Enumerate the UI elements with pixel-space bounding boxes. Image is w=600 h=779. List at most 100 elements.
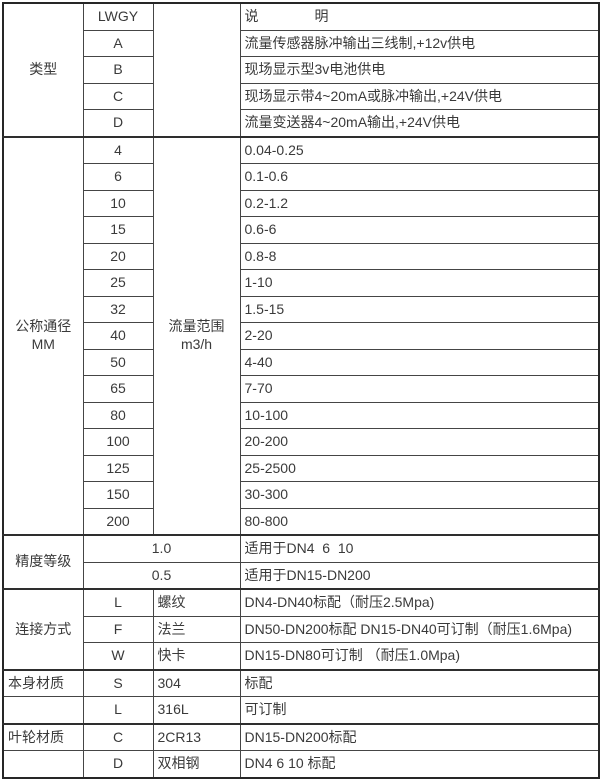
flow-range-value: 4-40 xyxy=(239,348,600,376)
diameter-row: 15 0.6-6 xyxy=(3,216,600,244)
dn-value: 80 xyxy=(82,401,154,429)
body-material-empty-label xyxy=(2,696,84,724)
diameter-row: 125 25-2500 xyxy=(3,454,600,482)
flow-range-value: 10-100 xyxy=(239,401,600,429)
impeller-material-name: 双相钢 xyxy=(152,750,241,778)
impeller-material-row: D 双相钢 DN4 6 10 标配 xyxy=(2,750,600,778)
diameter-row: 10 0.2-1.2 xyxy=(3,189,600,217)
flow-range-value: 0.1-0.6 xyxy=(239,163,600,191)
connection-name: 法兰 xyxy=(152,615,241,643)
flow-range-label: 流量范围 m3/h xyxy=(152,135,241,536)
flow-range-value: 0.6-6 xyxy=(239,216,600,244)
flow-range-line1: 流量范围 xyxy=(168,318,225,335)
flow-range-value: 20-200 xyxy=(239,428,600,456)
accuracy-grade: 0.5 xyxy=(82,561,241,590)
dn-value: 50 xyxy=(82,348,154,376)
diameter-label-line1: 公称通径 xyxy=(15,318,72,335)
body-material-code: L xyxy=(82,696,154,724)
connection-desc: DN4-DN40标配（耐压2.5Mpa) xyxy=(239,588,600,617)
connection-row: F 法兰 DN50-DN200标配 DN15-DN40可订制（耐压1.6Mpa) xyxy=(3,615,600,643)
body-material-code: S xyxy=(82,668,154,697)
type-empty-cell xyxy=(152,2,241,137)
description-header: 说 明 xyxy=(239,2,600,31)
body-material-name: 316L xyxy=(152,696,241,724)
impeller-material-desc: DN4 6 10 标配 xyxy=(239,750,600,778)
dn-value: 6 xyxy=(82,163,154,191)
body-material-desc: 可订制 xyxy=(239,696,600,724)
accuracy-desc: 适用于DN4 6 10 xyxy=(239,534,600,563)
body-material-row: L 316L 可订制 xyxy=(2,696,600,724)
type-code: C xyxy=(82,82,154,110)
dn-value: 32 xyxy=(82,295,154,323)
connection-section-label: 连接方式 xyxy=(2,588,84,670)
dn-value: 125 xyxy=(82,454,154,482)
impeller-material-name: 2CR13 xyxy=(152,722,241,751)
connection-desc: DN15-DN80可订制 （耐压1.0Mpa) xyxy=(239,642,600,670)
diameter-section-label: 公称通径 MM xyxy=(2,135,84,536)
dn-value: 25 xyxy=(82,269,154,297)
impeller-material-row: 叶轮材质 C 2CR13 DN15-DN200标配 xyxy=(2,722,600,751)
flow-range-value: 0.2-1.2 xyxy=(239,189,600,217)
dn-value: 40 xyxy=(82,322,154,350)
flow-range-value: 2-20 xyxy=(239,322,600,350)
flow-range-value: 0.04-0.25 xyxy=(239,135,600,164)
type-code: A xyxy=(82,29,154,57)
flow-range-value: 30-300 xyxy=(239,481,600,509)
type-desc: 流量传感器脉冲输出三线制,+12v供电 xyxy=(239,29,600,57)
type-row-a: A 流量传感器脉冲输出三线制,+12v供电 xyxy=(3,29,600,57)
connection-row: W 快卡 DN15-DN80可订制 （耐压1.0Mpa) xyxy=(3,642,600,670)
flow-range-value: 7-70 xyxy=(239,375,600,403)
dn-value: 4 xyxy=(82,135,154,164)
accuracy-grade: 1.0 xyxy=(82,534,241,563)
dn-value: 200 xyxy=(82,507,154,536)
diameter-row: 40 2-20 xyxy=(3,322,600,350)
impeller-material-code: D xyxy=(82,750,154,778)
impeller-material-empty-label xyxy=(2,750,84,778)
type-row-c: C 现场显示带4~20mA或脉冲输出,+24V供电 xyxy=(3,82,600,110)
diameter-row: 公称通径 MM 4 流量范围 m3/h 0.04-0.25 xyxy=(2,135,600,536)
dn-value: 65 xyxy=(82,375,154,403)
type-row-b: B 现场显示型3v电池供电 xyxy=(3,56,600,84)
connection-name: 螺纹 xyxy=(152,588,241,617)
diameter-row: 25 1-10 xyxy=(3,269,600,297)
diameter-row: 100 20-200 xyxy=(3,428,600,456)
body-material-section-label: 本身材质 xyxy=(2,668,84,697)
flow-range-line2: m3/h xyxy=(180,335,213,352)
body-material-row: 本身材质 S 304 标配 xyxy=(2,668,600,697)
diameter-row: 80 10-100 xyxy=(3,401,600,429)
body-material-desc: 标配 xyxy=(239,668,600,697)
diameter-row: 150 30-300 xyxy=(3,481,600,509)
diameter-row: 200 80-800 xyxy=(3,507,600,536)
type-desc: 流量变送器4~20mA输出,+24V供电 xyxy=(239,109,600,137)
type-section-label: 类型 xyxy=(2,2,84,137)
diameter-row: 32 1.5-15 xyxy=(3,295,600,323)
accuracy-section-label: 精度等级 xyxy=(2,534,84,590)
flow-range-value: 1.5-15 xyxy=(239,295,600,323)
type-row-d: D 流量变送器4~20mA输出,+24V供电 xyxy=(3,109,600,137)
body-material-name: 304 xyxy=(152,668,241,697)
connection-row: 连接方式 L 螺纹 DN4-DN40标配（耐压2.5Mpa) xyxy=(2,588,600,670)
dn-value: 10 xyxy=(82,189,154,217)
connection-code: L xyxy=(82,588,154,617)
flow-range-value: 0.8-8 xyxy=(239,242,600,270)
diameter-row: 50 4-40 xyxy=(3,348,600,376)
diameter-row: 20 0.8-8 xyxy=(3,242,600,270)
type-desc: 现场显示型3v电池供电 xyxy=(239,56,600,84)
diameter-row: 6 0.1-0.6 xyxy=(3,163,600,191)
flow-range-value: 25-2500 xyxy=(239,454,600,482)
impeller-material-desc: DN15-DN200标配 xyxy=(239,722,600,751)
model-code-header: LWGY xyxy=(82,2,154,31)
type-header-row: 类型 LWGY 说 明 xyxy=(2,2,600,137)
dn-value: 100 xyxy=(82,428,154,456)
type-code: B xyxy=(82,56,154,84)
type-code: D xyxy=(82,109,154,137)
dn-value: 20 xyxy=(82,242,154,270)
accuracy-row: 精度等级 1.0 适用于DN4 6 10 xyxy=(2,534,600,590)
dn-value: 150 xyxy=(82,481,154,509)
diameter-label-line2: MM xyxy=(31,335,55,352)
dn-value: 15 xyxy=(82,216,154,244)
connection-code: W xyxy=(82,642,154,670)
type-desc: 现场显示带4~20mA或脉冲输出,+24V供电 xyxy=(239,82,600,110)
